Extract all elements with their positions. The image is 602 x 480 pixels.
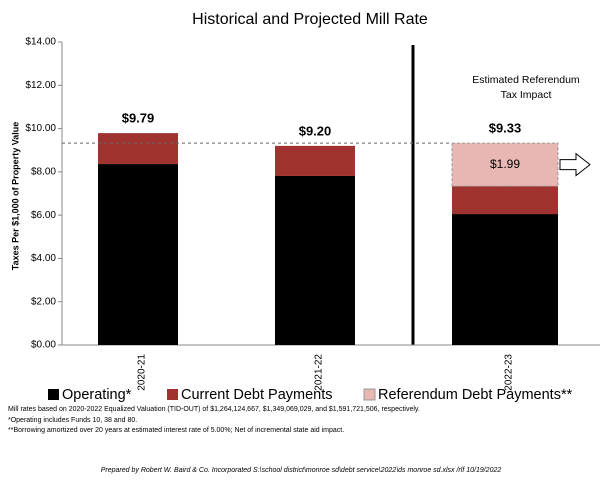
x-tick-label: 2020-21: [137, 354, 148, 391]
total-label: $9.20: [299, 123, 332, 138]
arrow: [559, 152, 591, 177]
legend-swatch: [363, 388, 376, 401]
footnote: Mill rates based on 2020-2022 Equalized …: [8, 406, 420, 413]
annotation: Estimated Referendum Tax Impact: [472, 74, 580, 101]
footnote: *Operating includes Funds 10, 38 and 80.: [8, 417, 137, 424]
bar-segment: [275, 175, 355, 345]
legend-swatch: [167, 389, 178, 400]
legend-label: Referendum Debt Payments**: [378, 387, 573, 403]
x-tick-label: 2022-23: [504, 354, 515, 391]
bar-segment: [452, 214, 558, 345]
segment-label: $1.99: [490, 157, 520, 171]
y-tick-label: $4.00: [31, 253, 56, 264]
y-tick-label: $10.00: [25, 123, 56, 134]
y-tick-label: $14.00: [25, 37, 56, 48]
bar-segment: [98, 164, 178, 345]
x-tick-label: 2021-22: [314, 354, 325, 391]
y-tick-label: $8.00: [31, 166, 56, 177]
y-tick-label: $6.00: [31, 210, 56, 221]
legend-label: Current Debt Payments: [181, 387, 333, 403]
total-label: $9.33: [489, 121, 522, 136]
legend-swatch: [48, 389, 59, 400]
y-tick-label: $12.00: [25, 80, 56, 91]
legend-label: Operating*: [62, 387, 132, 403]
bar-segment: [451, 142, 559, 187]
chart-title: Historical and Projected Mill Rate: [192, 11, 428, 28]
y-axis-label: Taxes Per $1,000 of Property Value: [10, 122, 20, 270]
bar-segment: [275, 145, 355, 176]
y-tick-label: $0.00: [31, 340, 56, 351]
y-tick-label: $2.00: [31, 296, 56, 307]
bar-segment: [452, 186, 558, 215]
bar-segment: [98, 133, 178, 165]
prepared-by: Prepared by Robert W. Baird & Co. Incorp…: [101, 467, 502, 474]
footnote: **Borrowing amortized over 20 years at e…: [8, 427, 344, 434]
total-label: $9.79: [122, 111, 155, 126]
